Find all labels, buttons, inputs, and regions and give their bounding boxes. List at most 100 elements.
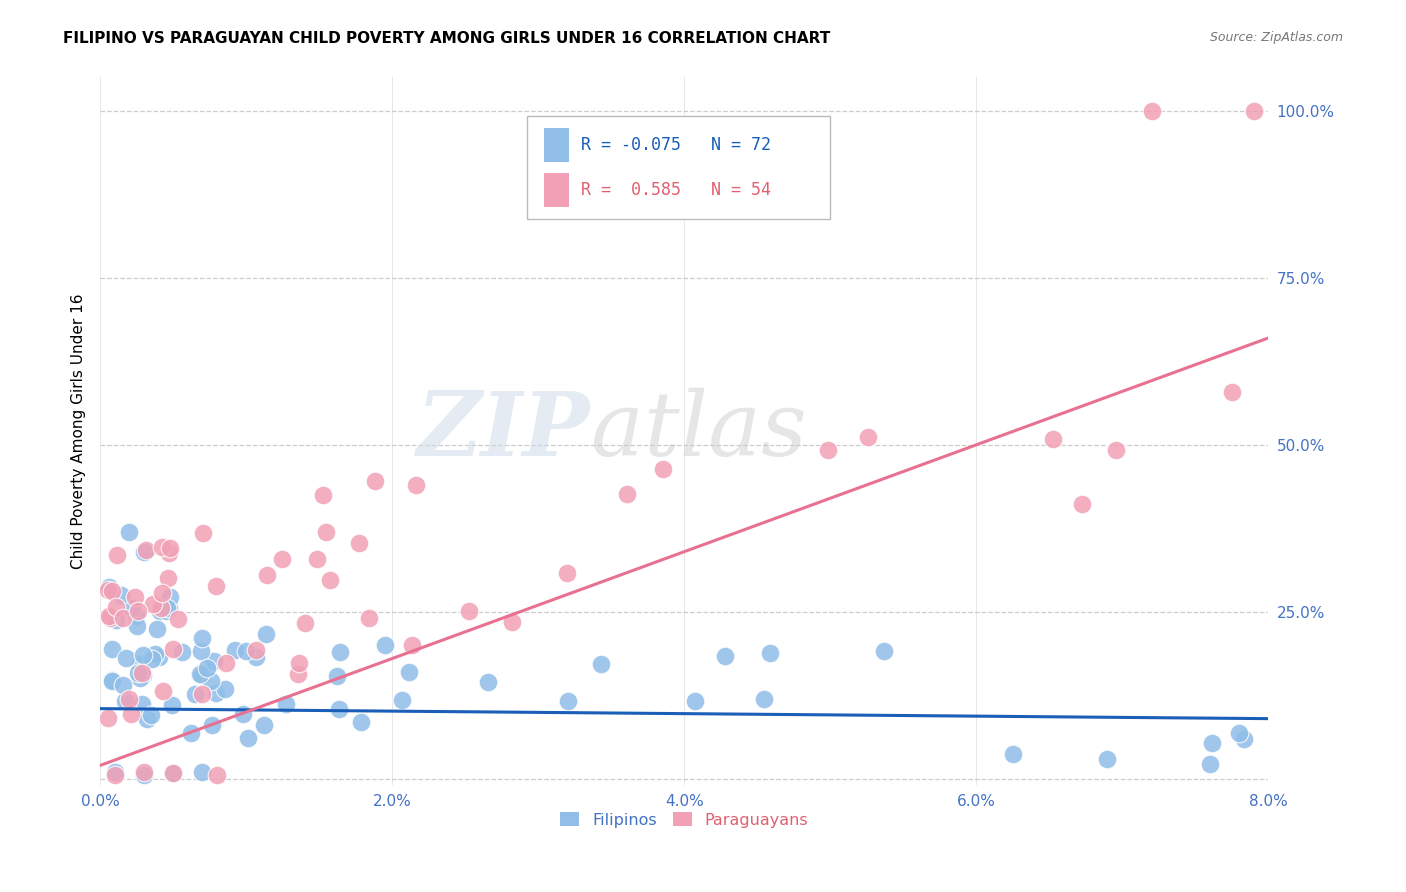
- Point: [205, 579, 228, 593]
- Point: [114, 694, 136, 708]
- Point: [1140, 103, 1163, 118]
- Point: [1220, 384, 1243, 399]
- Point: [118, 691, 141, 706]
- Point: [97, 711, 120, 725]
- Point: [856, 429, 879, 443]
- Point: [131, 697, 153, 711]
- Point: [326, 668, 349, 682]
- Point: [374, 638, 396, 652]
- Point: [201, 718, 224, 732]
- Point: [112, 611, 135, 625]
- Point: [148, 650, 170, 665]
- Point: [127, 619, 149, 633]
- Text: FILIPINO VS PARAGUAYAN CHILD POVERTY AMONG GIRLS UNDER 16 CORRELATION CHART: FILIPINO VS PARAGUAYAN CHILD POVERTY AMO…: [63, 31, 831, 46]
- Point: [315, 524, 337, 539]
- Point: [180, 725, 202, 739]
- Point: [683, 694, 706, 708]
- Point: [191, 631, 214, 645]
- Point: [191, 525, 214, 540]
- Legend: Filipinos, Paraguayans: Filipinos, Paraguayans: [554, 805, 814, 834]
- Point: [150, 585, 173, 599]
- Text: Source: ZipAtlas.com: Source: ZipAtlas.com: [1209, 31, 1343, 45]
- Point: [162, 766, 184, 780]
- Point: [873, 644, 896, 658]
- Point: [287, 656, 309, 670]
- Point: [191, 765, 214, 780]
- Point: [157, 546, 180, 560]
- Point: [118, 524, 141, 539]
- Point: [160, 698, 183, 713]
- Point: [188, 666, 211, 681]
- Point: [205, 686, 228, 700]
- Point: [127, 665, 149, 680]
- Point: [132, 648, 155, 663]
- Point: [141, 652, 163, 666]
- Point: [294, 615, 316, 630]
- Point: [131, 666, 153, 681]
- Point: [391, 692, 413, 706]
- Point: [127, 603, 149, 617]
- Point: [124, 590, 146, 604]
- Point: [477, 675, 499, 690]
- Point: [142, 597, 165, 611]
- Point: [232, 707, 254, 722]
- Point: [254, 627, 277, 641]
- Point: [364, 474, 387, 488]
- Point: [1042, 432, 1064, 446]
- Point: [105, 548, 128, 562]
- Point: [101, 674, 124, 689]
- Point: [167, 612, 190, 626]
- Y-axis label: Child Poverty Among Girls Under 16: Child Poverty Among Girls Under 16: [72, 293, 86, 569]
- Point: [105, 599, 128, 614]
- Point: [121, 601, 143, 615]
- Point: [162, 641, 184, 656]
- Point: [287, 667, 309, 681]
- Point: [184, 687, 207, 701]
- Point: [149, 604, 172, 618]
- Point: [152, 684, 174, 698]
- Point: [115, 650, 138, 665]
- Point: [214, 682, 236, 697]
- Point: [191, 687, 214, 701]
- Point: [714, 648, 737, 663]
- Point: [191, 667, 214, 681]
- Point: [149, 601, 172, 615]
- Point: [759, 647, 782, 661]
- Point: [329, 645, 352, 659]
- Point: [100, 611, 122, 625]
- Point: [589, 657, 612, 671]
- Text: ZIP: ZIP: [418, 388, 591, 475]
- Point: [132, 668, 155, 682]
- Point: [557, 694, 579, 708]
- Point: [1227, 726, 1250, 740]
- Point: [245, 643, 267, 657]
- Point: [401, 638, 423, 652]
- Point: [312, 488, 335, 502]
- Point: [135, 542, 157, 557]
- Point: [111, 678, 134, 692]
- Point: [318, 573, 340, 587]
- Point: [245, 650, 267, 665]
- Point: [145, 622, 167, 636]
- Point: [256, 567, 278, 582]
- Point: [1097, 752, 1119, 766]
- Point: [458, 604, 481, 618]
- Point: [100, 641, 122, 656]
- Point: [156, 604, 179, 618]
- Point: [350, 715, 373, 730]
- Point: [271, 552, 294, 566]
- Point: [190, 644, 212, 658]
- Point: [105, 613, 128, 627]
- Point: [224, 643, 246, 657]
- Point: [200, 673, 222, 688]
- Point: [97, 609, 120, 624]
- Point: [157, 571, 180, 585]
- Point: [274, 698, 297, 712]
- Point: [616, 487, 638, 501]
- Point: [238, 731, 260, 745]
- Point: [132, 765, 155, 780]
- Point: [357, 611, 380, 625]
- Point: [150, 540, 173, 554]
- Point: [156, 601, 179, 615]
- Point: [172, 645, 194, 659]
